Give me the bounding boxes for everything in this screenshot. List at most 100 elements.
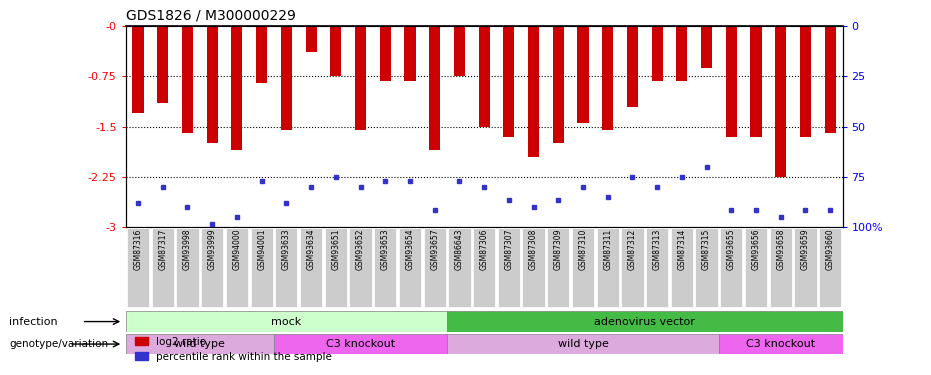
FancyBboxPatch shape bbox=[447, 334, 719, 354]
FancyBboxPatch shape bbox=[226, 228, 248, 307]
Text: GSM93654: GSM93654 bbox=[406, 228, 414, 270]
FancyBboxPatch shape bbox=[572, 228, 594, 307]
Text: GSM93655: GSM93655 bbox=[727, 228, 735, 270]
FancyBboxPatch shape bbox=[794, 228, 816, 307]
Legend: log2 ratio, percentile rank within the sample: log2 ratio, percentile rank within the s… bbox=[131, 333, 336, 366]
Text: wild type: wild type bbox=[174, 339, 225, 349]
Bar bbox=[652, 26, 663, 81]
Text: genotype/variation: genotype/variation bbox=[9, 339, 108, 349]
Text: GSM87315: GSM87315 bbox=[702, 228, 711, 270]
Bar bbox=[701, 26, 712, 68]
Text: GSM94000: GSM94000 bbox=[233, 228, 241, 270]
FancyBboxPatch shape bbox=[547, 228, 570, 307]
FancyBboxPatch shape bbox=[670, 228, 693, 307]
Text: GSM87307: GSM87307 bbox=[505, 228, 513, 270]
Text: C3 knockout: C3 knockout bbox=[326, 339, 395, 349]
Bar bbox=[577, 26, 588, 123]
FancyBboxPatch shape bbox=[646, 228, 668, 307]
Bar bbox=[256, 26, 267, 83]
FancyBboxPatch shape bbox=[597, 228, 619, 307]
Text: GSM87313: GSM87313 bbox=[653, 228, 662, 270]
Bar bbox=[207, 26, 218, 143]
Bar bbox=[504, 26, 515, 136]
FancyBboxPatch shape bbox=[745, 228, 767, 307]
Text: C3 knockout: C3 knockout bbox=[747, 339, 816, 349]
FancyBboxPatch shape bbox=[201, 228, 223, 307]
FancyBboxPatch shape bbox=[473, 228, 495, 307]
Bar bbox=[355, 26, 366, 130]
Bar bbox=[602, 26, 614, 130]
Bar bbox=[800, 26, 811, 136]
FancyBboxPatch shape bbox=[126, 311, 447, 332]
Text: wild type: wild type bbox=[558, 339, 609, 349]
Bar bbox=[429, 26, 440, 150]
Text: GSM87311: GSM87311 bbox=[603, 228, 613, 270]
Text: adenovirus vector: adenovirus vector bbox=[594, 316, 695, 327]
FancyBboxPatch shape bbox=[819, 228, 842, 307]
Bar bbox=[750, 26, 762, 136]
Bar bbox=[627, 26, 638, 106]
Text: GSM87310: GSM87310 bbox=[578, 228, 587, 270]
FancyBboxPatch shape bbox=[770, 228, 792, 307]
FancyBboxPatch shape bbox=[176, 228, 198, 307]
Text: GSM93651: GSM93651 bbox=[331, 228, 341, 270]
Text: GSM93633: GSM93633 bbox=[282, 228, 290, 270]
Bar bbox=[182, 26, 193, 133]
FancyBboxPatch shape bbox=[695, 228, 718, 307]
FancyBboxPatch shape bbox=[274, 334, 447, 354]
Text: GSM93659: GSM93659 bbox=[801, 228, 810, 270]
FancyBboxPatch shape bbox=[250, 228, 273, 307]
Text: mock: mock bbox=[271, 316, 302, 327]
Text: GSM93634: GSM93634 bbox=[306, 228, 316, 270]
Text: GSM87317: GSM87317 bbox=[158, 228, 168, 270]
Text: GSM93998: GSM93998 bbox=[183, 228, 192, 270]
FancyBboxPatch shape bbox=[522, 228, 545, 307]
Text: GSM94001: GSM94001 bbox=[257, 228, 266, 270]
Bar bbox=[305, 26, 317, 52]
Bar bbox=[331, 26, 342, 76]
Text: GSM93652: GSM93652 bbox=[356, 228, 365, 270]
FancyBboxPatch shape bbox=[721, 228, 742, 307]
Bar bbox=[281, 26, 292, 130]
FancyBboxPatch shape bbox=[300, 228, 322, 307]
FancyBboxPatch shape bbox=[276, 228, 298, 307]
Text: GSM87306: GSM87306 bbox=[479, 228, 489, 270]
FancyBboxPatch shape bbox=[498, 228, 520, 307]
FancyBboxPatch shape bbox=[449, 228, 470, 307]
Text: GSM93656: GSM93656 bbox=[751, 228, 761, 270]
Bar bbox=[553, 26, 564, 143]
Bar bbox=[479, 26, 490, 127]
Bar bbox=[157, 26, 169, 103]
Bar bbox=[404, 26, 415, 81]
Text: GSM93653: GSM93653 bbox=[381, 228, 390, 270]
FancyBboxPatch shape bbox=[126, 334, 274, 354]
Text: GDS1826 / M300000229: GDS1826 / M300000229 bbox=[126, 8, 295, 22]
Bar bbox=[825, 26, 836, 133]
FancyBboxPatch shape bbox=[621, 228, 643, 307]
Bar bbox=[232, 26, 242, 150]
Bar bbox=[132, 26, 143, 113]
FancyBboxPatch shape bbox=[325, 228, 347, 307]
Bar bbox=[453, 26, 465, 76]
FancyBboxPatch shape bbox=[424, 228, 446, 307]
Bar bbox=[676, 26, 687, 81]
Text: GSM87308: GSM87308 bbox=[529, 228, 538, 270]
Bar bbox=[528, 26, 539, 157]
FancyBboxPatch shape bbox=[719, 334, 843, 354]
Text: GSM93660: GSM93660 bbox=[826, 228, 835, 270]
FancyBboxPatch shape bbox=[447, 311, 843, 332]
FancyBboxPatch shape bbox=[398, 228, 421, 307]
FancyBboxPatch shape bbox=[349, 228, 371, 307]
FancyBboxPatch shape bbox=[374, 228, 397, 307]
Text: GSM87314: GSM87314 bbox=[678, 228, 686, 270]
Text: GSM87316: GSM87316 bbox=[133, 228, 142, 270]
Text: GSM87309: GSM87309 bbox=[554, 228, 562, 270]
Text: GSM93999: GSM93999 bbox=[208, 228, 217, 270]
Text: infection: infection bbox=[9, 316, 58, 327]
Text: GSM93657: GSM93657 bbox=[430, 228, 439, 270]
Bar bbox=[776, 26, 787, 177]
FancyBboxPatch shape bbox=[127, 228, 149, 307]
Text: GSM87312: GSM87312 bbox=[627, 228, 637, 270]
FancyBboxPatch shape bbox=[152, 228, 174, 307]
Bar bbox=[726, 26, 736, 136]
